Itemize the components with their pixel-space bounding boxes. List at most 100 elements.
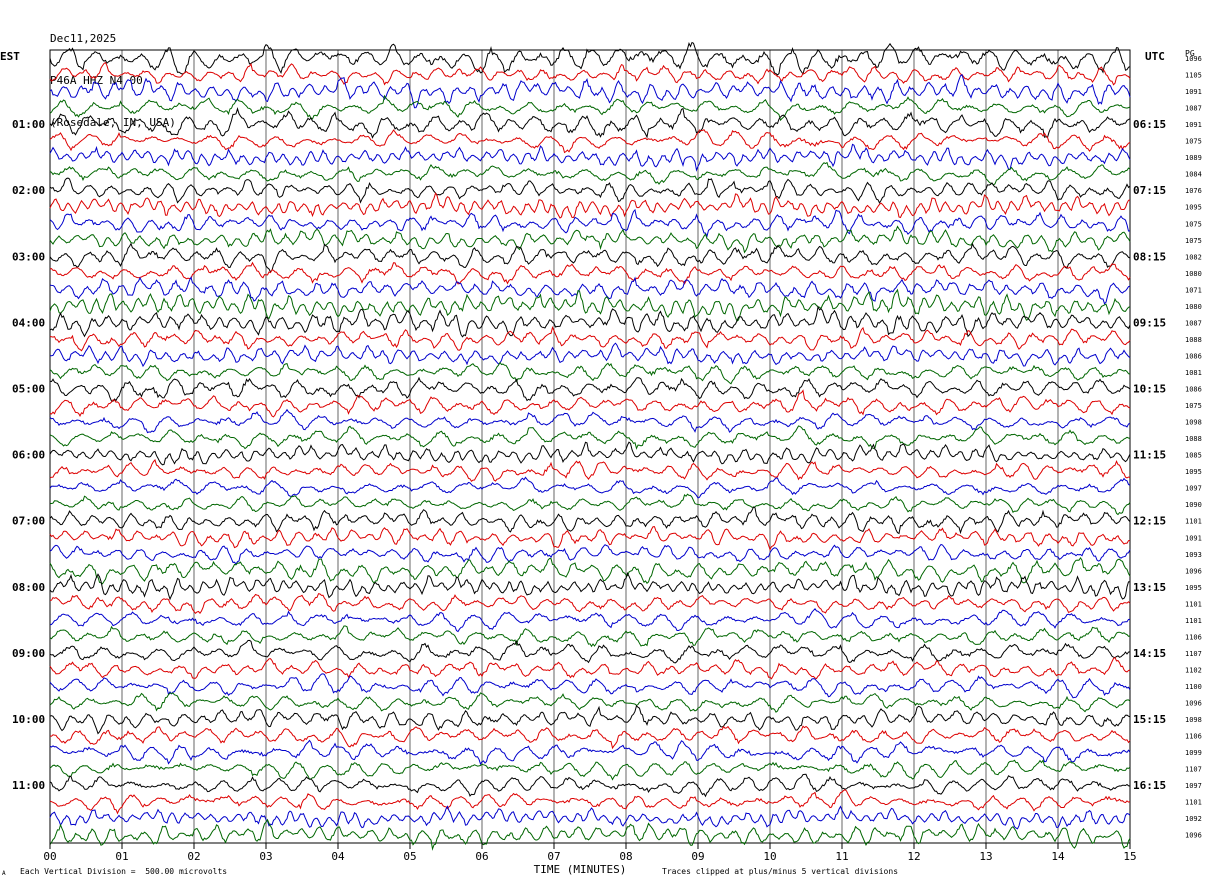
trace-value-label: 1088 [1185,336,1202,344]
trace-value-label: 1087 [1185,105,1202,113]
right-hour-label: 08:15 [1133,250,1166,263]
seismic-trace [49,571,1131,601]
left-hour-label: 11:00 [12,779,45,792]
x-tick-label: 04 [331,850,345,863]
x-tick-label: 02 [187,850,200,863]
x-tick-label: 13 [979,850,992,863]
left-hour-label: 08:00 [12,581,45,594]
trace-value-label: 1101 [1185,600,1202,608]
trace-value-label: 1080 [1185,303,1202,311]
seismic-trace [49,41,1131,76]
trace-value-label: 1106 [1185,733,1202,741]
seismic-trace [49,773,1131,798]
x-tick-label: 12 [907,850,920,863]
plot-frame [49,49,1131,844]
corner-mark: A [2,870,6,877]
x-tick-label: 00 [43,850,56,863]
trace-value-label: 1096 [1185,567,1202,575]
seismic-trace [49,441,1131,466]
trace-value-label: 1090 [1185,501,1202,509]
right-hour-label: 14:15 [1133,647,1166,660]
trace-value-label: 1101 [1185,617,1202,625]
right-hour-label: 09:15 [1133,316,1166,329]
seismic-trace [49,107,1131,139]
x-tick-label: 05 [403,850,416,863]
trace-value-label: 1087 [1185,319,1202,327]
trace-value-label: 1098 [1185,716,1202,724]
seismic-trace [49,789,1131,815]
seismic-trace [49,704,1131,735]
seismic-trace [49,208,1131,238]
seismic-trace [49,543,1131,565]
trace-value-label: 1096 [1185,700,1202,708]
seismic-trace [49,261,1131,285]
clip-note: Traces clipped at plus/minus 5 vertical … [662,867,899,876]
seismic-trace [49,276,1131,305]
seismic-trace [49,326,1131,352]
trace-value-label: 1086 [1185,386,1202,394]
trace-value-label: 1075 [1185,138,1202,146]
right-hour-label: 13:15 [1133,581,1166,594]
left-timezone-label: EST [0,50,20,63]
trace-value-label: 1091 [1185,534,1202,542]
trace-value-label: 1096 [1185,55,1202,63]
trace-value-label: 1095 [1185,468,1202,476]
seismic-trace [49,177,1131,204]
labels: 00 01 02 03 04 05 06 07 08 09 10 11 12 13 14 15 TIME (MI… [12,55,1202,876]
x-tick-label: 01 [115,850,128,863]
left-hour-label: 06:00 [12,449,45,462]
trace-value-label: 1092 [1185,815,1202,823]
trace-value-label: 1095 [1185,204,1202,212]
trace-value-label: 1093 [1185,551,1202,559]
trace-value-label: 1076 [1185,187,1202,195]
trace-value-label: 1081 [1185,369,1202,377]
right-hour-label: 15:15 [1133,713,1166,726]
scale-note: Each Vertical Division = 500.00 microvol… [20,867,228,876]
seismic-trace [49,759,1131,781]
seismic-trace [49,225,1131,254]
trace-value-label: 1107 [1185,766,1202,774]
date-label: Dec11,2025 [50,32,117,45]
trace-value-label: 1082 [1185,253,1202,261]
x-axis-label: TIME (MINUTES) [534,863,627,876]
seismic-trace [49,73,1131,109]
right-hour-label: 12:15 [1133,515,1166,528]
seismic-trace [49,506,1131,535]
x-tick-label: 08 [619,850,632,863]
seismic-trace [49,129,1131,154]
trace-value-label: 1071 [1185,286,1202,294]
traces [49,41,1131,851]
trace-value-label: 1089 [1185,154,1202,162]
trace-value-label: 1099 [1185,749,1202,757]
seismic-trace [49,389,1131,418]
trace-value-label: 1095 [1185,584,1202,592]
seismic-trace [49,161,1131,186]
seismic-trace [49,656,1131,680]
trace-value-label: 1106 [1185,633,1202,641]
left-hour-label: 04:00 [12,316,45,329]
x-tick-label: 14 [1051,850,1065,863]
right-hour-label: 07:15 [1133,184,1166,197]
seismic-trace [49,425,1131,450]
left-hour-label: 10:00 [12,713,45,726]
seismic-trace [49,305,1131,338]
x-tick-label: 03 [259,850,272,863]
x-tick-label: 06 [475,850,488,863]
trace-value-label: 1097 [1185,782,1202,790]
trace-value-label: 1075 [1185,220,1202,228]
left-hour-label: 09:00 [12,647,45,660]
seismic-trace [49,376,1131,402]
trace-value-label: 1088 [1185,435,1202,443]
trace-value-label: 1075 [1185,402,1202,410]
trace-value-label: 1085 [1185,452,1202,460]
left-hour-label: 02:00 [12,184,45,197]
seismic-trace [49,242,1131,273]
trace-value-label: 1086 [1185,352,1202,360]
trace-value-label: 1102 [1185,666,1202,674]
left-hour-label: 07:00 [12,515,45,528]
seismic-trace [49,459,1131,483]
right-corner-label: PG [1185,49,1195,58]
x-tick-label: 07 [547,850,560,863]
seismic-trace [49,143,1131,172]
